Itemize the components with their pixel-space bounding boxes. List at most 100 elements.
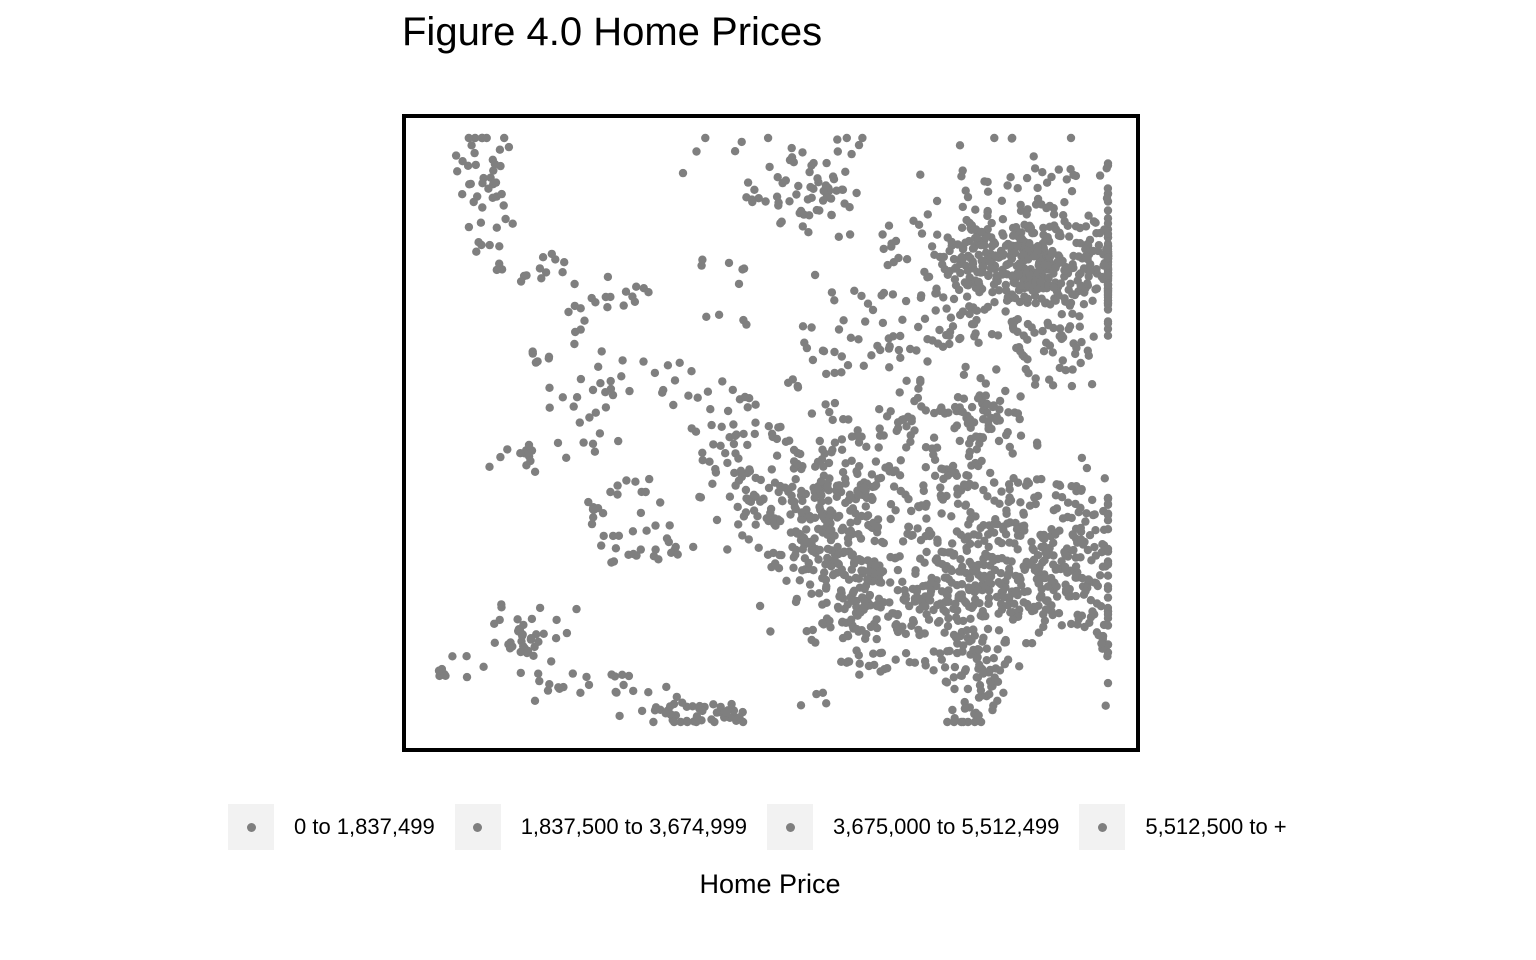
home-point	[1033, 246, 1042, 255]
home-point	[896, 486, 905, 496]
home-point	[1103, 510, 1113, 520]
home-point	[807, 323, 816, 332]
home-point	[684, 391, 693, 400]
home-point	[870, 536, 879, 546]
home-point	[980, 560, 989, 570]
home-point	[995, 396, 1005, 406]
home-point	[994, 626, 1004, 635]
home-point	[575, 418, 584, 427]
home-point	[872, 634, 881, 644]
home-point	[860, 596, 869, 606]
home-point	[547, 657, 556, 666]
home-point	[597, 541, 606, 550]
home-point	[933, 538, 942, 547]
home-point	[877, 291, 886, 300]
home-point	[994, 536, 1003, 546]
home-point	[939, 474, 948, 484]
home-point	[886, 500, 896, 509]
home-point	[929, 647, 938, 656]
home-point	[560, 258, 569, 267]
home-point	[490, 619, 499, 628]
home-point	[1103, 271, 1113, 280]
home-point	[559, 682, 568, 692]
home-point	[907, 506, 916, 516]
home-point	[827, 448, 836, 457]
home-point	[1040, 534, 1049, 543]
home-point	[913, 393, 923, 403]
home-point	[962, 546, 972, 555]
home-point	[977, 227, 986, 237]
home-point	[474, 238, 483, 247]
home-point	[547, 249, 556, 259]
home-point	[1056, 279, 1066, 288]
home-point	[822, 582, 831, 591]
home-point	[839, 316, 848, 325]
home-point	[1060, 217, 1069, 226]
home-point	[792, 190, 801, 199]
home-point	[942, 304, 951, 313]
home-point	[907, 417, 916, 426]
home-point	[1016, 392, 1025, 401]
home-point	[974, 645, 984, 655]
home-point	[871, 561, 880, 570]
home-point	[1062, 175, 1071, 184]
home-point	[796, 701, 806, 710]
home-point	[931, 289, 940, 298]
home-point	[1016, 281, 1026, 290]
home-point	[900, 586, 909, 595]
home-point	[1090, 542, 1099, 552]
home-point	[815, 545, 824, 555]
home-point	[961, 186, 970, 195]
home-point	[1082, 509, 1091, 518]
home-point	[971, 205, 980, 214]
home-point	[527, 614, 537, 624]
home-point	[530, 696, 540, 705]
home-point	[849, 558, 859, 567]
home-point	[974, 711, 983, 720]
home-point	[957, 580, 967, 589]
home-point	[1019, 598, 1028, 607]
home-point	[723, 458, 732, 468]
home-point	[817, 491, 826, 500]
home-point	[838, 468, 848, 477]
home-point	[917, 501, 926, 510]
home-point	[1034, 628, 1044, 637]
home-point	[721, 449, 730, 458]
home-point	[982, 644, 991, 653]
home-point	[950, 662, 960, 672]
home-point	[935, 325, 944, 335]
home-point	[1005, 564, 1014, 573]
home-point	[949, 294, 959, 304]
home-point	[950, 264, 960, 273]
home-point	[898, 315, 907, 324]
home-point	[956, 671, 966, 680]
home-point	[823, 544, 833, 554]
home-point	[751, 418, 760, 427]
home-point	[841, 167, 850, 176]
home-point	[580, 316, 589, 325]
home-point	[458, 157, 467, 166]
home-point	[1049, 283, 1058, 292]
home-point	[854, 530, 863, 539]
home-point	[678, 698, 687, 707]
home-point	[914, 220, 924, 229]
home-point	[808, 355, 818, 365]
home-point	[991, 251, 1000, 260]
home-point	[597, 347, 606, 356]
home-point	[986, 468, 995, 478]
home-point	[776, 422, 785, 432]
home-point	[965, 447, 974, 457]
home-point	[855, 670, 864, 679]
home-point	[871, 480, 881, 490]
home-point	[606, 292, 615, 302]
home-point	[1057, 310, 1066, 319]
home-point	[1027, 537, 1036, 547]
home-point	[988, 288, 997, 297]
home-point	[900, 596, 910, 605]
home-point	[1103, 494, 1113, 503]
home-point	[809, 566, 818, 575]
home-point	[885, 363, 894, 372]
home-point	[818, 346, 828, 355]
home-point	[937, 509, 946, 518]
home-point	[614, 436, 623, 446]
